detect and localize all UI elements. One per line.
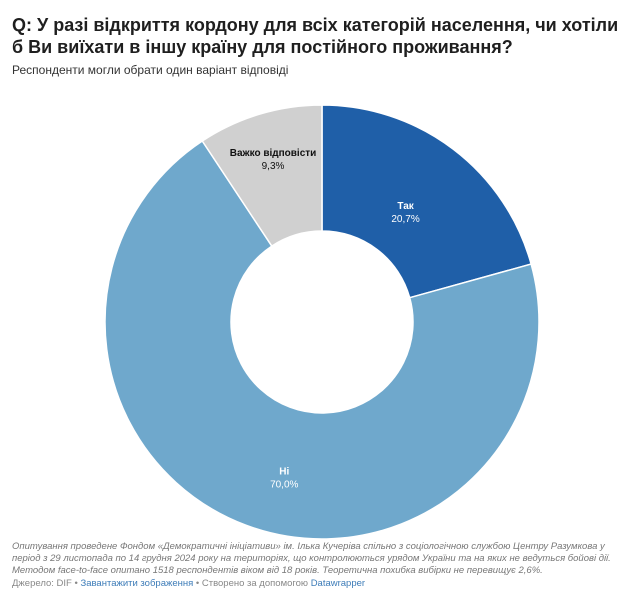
methodology-note: Опитування проведене Фондом «Демократичн…: [12, 541, 611, 576]
download-image-link[interactable]: Завантажити зображення: [80, 578, 194, 589]
footer-separator: •: [193, 578, 202, 589]
datawrapper-link[interactable]: Datawrapper: [310, 578, 366, 589]
created-with-text: Створено за допомогою: [201, 578, 311, 589]
donut-slices: [104, 104, 540, 540]
donut-chart: Так 20,7% Ні 70,0% Важко відповісти 9,3%: [104, 104, 540, 540]
source-text: Джерело: DIF: [12, 578, 72, 589]
slice-label: Важко відповісти: [230, 148, 317, 159]
chart-title: Q: У разі відкриття кордону для всіх кат…: [12, 15, 619, 57]
chart-footer: Джерело: DIF • Завантажити зображення • …: [12, 578, 624, 589]
slice-value-label: 9,3%: [262, 161, 285, 172]
chart-subtitle: Респонденти могли обрати один варіант ві…: [12, 63, 289, 77]
donut-slice: [104, 139, 540, 540]
donut-slice: [321, 104, 533, 299]
donut-slice: [201, 104, 323, 248]
slice-value-label: 20,7%: [391, 214, 419, 225]
slice-label: Ні: [279, 466, 289, 477]
slice-value-label: 70,0%: [270, 479, 298, 490]
slice-label: Так: [397, 201, 414, 212]
footer-separator: •: [71, 578, 81, 589]
donut-labels: Так 20,7% Ні 70,0% Важко відповісти 9,3%: [230, 148, 420, 490]
